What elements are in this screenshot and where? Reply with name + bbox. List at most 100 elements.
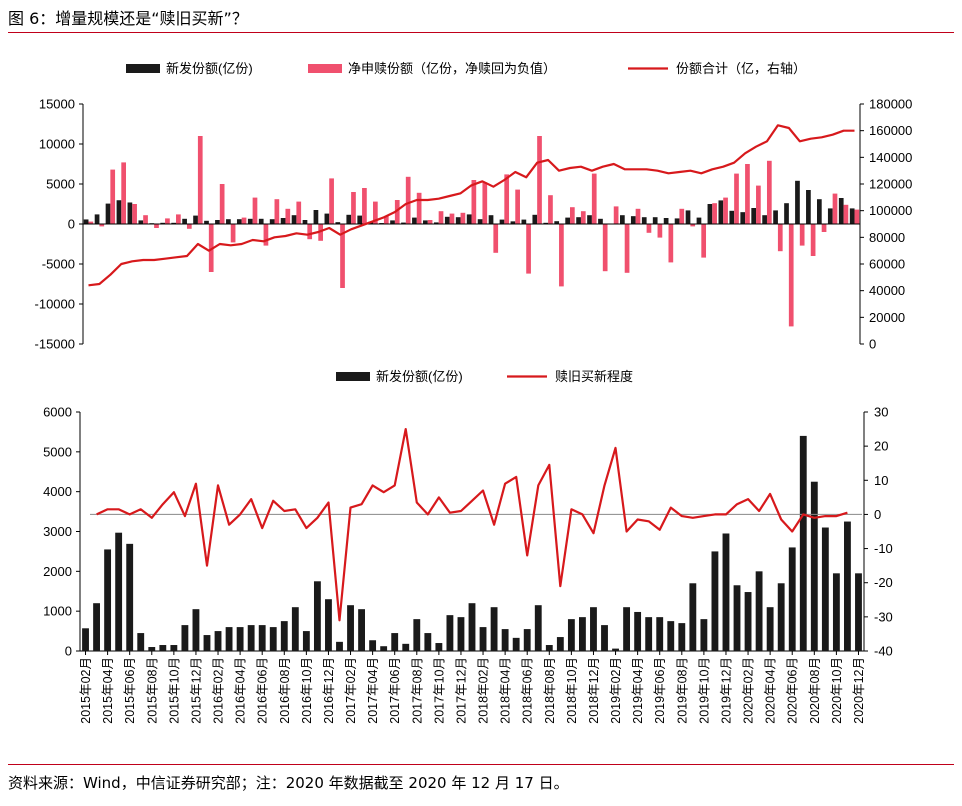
top-rule	[8, 32, 954, 33]
chart1-right-tick-label: 60000	[869, 257, 905, 272]
chart1-bar-net-subscription	[701, 224, 707, 258]
chart1-bar-new-shares	[696, 217, 702, 224]
chart2-bar-new-shares	[479, 627, 487, 651]
chart1-bar-net-subscription	[132, 204, 137, 224]
chart1-bar-new-shares	[806, 190, 811, 224]
chart2-x-tick-label: 2016年10月	[300, 657, 314, 724]
chart1-bar-new-shares	[291, 215, 297, 224]
chart1-bar-new-shares	[423, 220, 428, 224]
chart1-bar-net-subscription	[559, 224, 564, 287]
chart1-right-tick-label: 20000	[869, 310, 905, 325]
chart2-bar-new-shares	[656, 617, 664, 651]
chart1-bar-new-shares	[685, 210, 691, 224]
chart2-x-tick-label: 2018年04月	[499, 657, 513, 724]
chart2-bar-new-shares	[82, 628, 89, 651]
chart1-bar-new-shares	[784, 203, 789, 224]
legend-swatch-new-shares	[126, 64, 160, 73]
chart1-bar-net-subscription	[821, 224, 827, 232]
chart2-x-tick-label: 2016年02月	[212, 657, 226, 724]
chart1-bar-new-shares	[598, 218, 603, 224]
chart2-bar-new-shares	[137, 633, 145, 651]
chart1-bar-new-shares	[521, 219, 527, 224]
chart2-bar-new-shares	[170, 645, 178, 651]
chart2-bar-new-shares	[810, 481, 818, 651]
chart2-bar-new-shares	[601, 625, 608, 651]
chart1-bar-net-subscription	[99, 224, 105, 227]
chart1-right-tick-label: 100000	[869, 203, 912, 218]
chart1-bar-new-shares	[433, 222, 439, 224]
chart2-line-redeem-buy-degree	[96, 428, 848, 622]
chart2-left-tick-label: 0	[65, 644, 72, 659]
chart2-x-tick-label: 2018年02月	[477, 657, 491, 724]
chart2-legend: 新发份额(亿份) 赎旧买新程度	[336, 369, 633, 384]
chart1-bar-new-shares	[849, 208, 855, 224]
chart2-x-tick-label: 2017年12月	[455, 657, 469, 724]
chart1-bar-net-subscription	[679, 208, 685, 224]
legend-swatch-net-subscription	[308, 64, 342, 73]
legend-label-new-shares: 新发份额(亿份)	[376, 369, 463, 384]
chart1-bar-new-shares	[773, 210, 778, 224]
chart1-bar-new-shares	[663, 218, 669, 224]
chart1-bar-net-subscription	[548, 195, 553, 224]
chart2-bar-new-shares	[545, 645, 553, 651]
chart2-x-tick-label: 2015年10月	[167, 657, 181, 724]
chart1-right-tick-label: 80000	[869, 230, 905, 245]
chart1-legend: 新发份额(亿份) 净申赎份额（亿份，净赎回为负值） 份额合计（亿，右轴）	[126, 61, 806, 76]
chart2-bar-new-shares	[181, 625, 189, 651]
chart1-bar-net-subscription	[176, 214, 181, 224]
chart2-right-tick-label: 20	[874, 439, 888, 454]
chart1-bar-net-subscription	[854, 209, 860, 224]
chart2-bar-new-shares	[347, 605, 354, 651]
chart2-bar-new-shares	[369, 640, 377, 651]
chart2-bar-new-shares	[247, 625, 255, 651]
chart1-right-tick-label: 180000	[869, 97, 912, 112]
chart1-bar-net-subscription	[843, 204, 849, 224]
legend-label-net-subscription: 净申赎份额（亿份，净赎回为负值）	[348, 61, 556, 76]
chart1-bar-new-shares	[335, 222, 341, 224]
chart1-bar-new-shares	[587, 215, 592, 224]
chart2-bar-new-shares	[634, 611, 642, 651]
chart2-bar-new-shares	[336, 641, 343, 651]
chart2-bar-new-shares	[325, 599, 332, 651]
chart2-bar-new-shares	[590, 607, 597, 651]
chart2-bar-new-shares	[291, 607, 299, 651]
chart2-bar-new-shares	[501, 629, 509, 651]
chart2-x-tick-label: 2017年04月	[366, 657, 380, 724]
chart2-bar-new-shares	[214, 631, 222, 651]
chart2-x-tick-label: 2017年10月	[432, 657, 446, 724]
chart1-left-tick-label: -5000	[42, 257, 75, 272]
chart1-bar-new-shares	[499, 219, 505, 224]
chart1-bar-new-shares	[346, 214, 352, 224]
chart2-right-tick-label: 0	[874, 507, 881, 522]
chart2-x-tick-label: 2016年06月	[256, 657, 270, 724]
chart1-bar-new-shares	[641, 217, 647, 224]
chart1-bar-net-subscription	[537, 136, 542, 224]
chart1-bar-net-subscription	[799, 224, 805, 246]
chart2-bar-new-shares	[733, 585, 741, 651]
chart1-bar-new-shares	[258, 218, 264, 224]
chart1-left-tick-label: 0	[68, 217, 75, 232]
chart2-bar-new-shares	[722, 533, 730, 651]
chart1-bar-net-subscription	[88, 221, 94, 224]
chart1-bar-new-shares	[324, 213, 330, 224]
chart2-bar-new-shares	[104, 549, 112, 651]
chart2-left-tick-label: 5000	[43, 444, 72, 459]
chart1-bar-new-shares	[444, 216, 450, 224]
chart2-bar-new-shares	[821, 527, 829, 651]
chart1-bar-new-shares	[630, 216, 636, 224]
chart2-bar-new-shares	[678, 623, 686, 651]
chart2-x-tick-label: 2015年12月	[189, 657, 203, 724]
chart1-bar-net-subscription	[340, 224, 345, 288]
chart2-x-tick-label: 2019年10月	[697, 657, 711, 724]
chart1-bar-net-subscription	[602, 224, 608, 272]
chart2-bar-new-shares	[711, 551, 719, 651]
chart1-bar-net-subscription	[285, 208, 291, 224]
chart1-bar-new-shares	[313, 210, 319, 224]
chart1-bar-new-shares	[215, 220, 220, 224]
legend-label-new-shares: 新发份额(亿份)	[166, 61, 253, 76]
chart2-bar-new-shares	[93, 603, 100, 651]
source-note: 资料来源：Wind，中信证券研究部；注：2020 年数据截至 2020 年 12…	[8, 774, 569, 792]
chart2-x-tick-label: 2018年08月	[543, 657, 557, 724]
chart1-bar-new-shares	[138, 220, 144, 224]
